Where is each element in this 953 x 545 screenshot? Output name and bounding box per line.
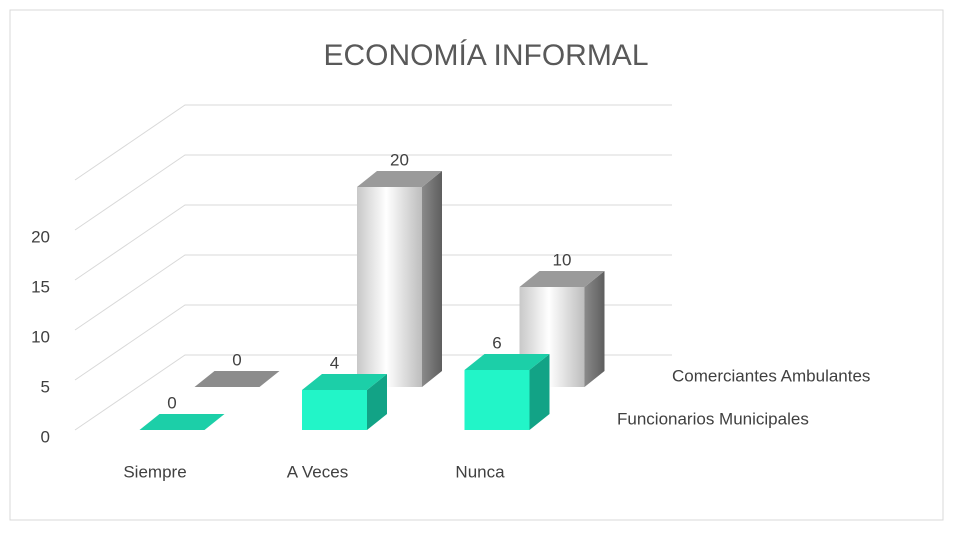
chart-title: ECONOMÍA INFORMAL (323, 39, 648, 72)
bar-side (584, 271, 605, 387)
bar-top (357, 171, 442, 187)
data-label: 6 (492, 333, 501, 352)
y-tick-label: 20 (31, 227, 50, 246)
bar-top (464, 354, 550, 370)
x-tick-label: Nunca (455, 462, 505, 481)
y-tick-label: 5 (41, 377, 50, 396)
bar-top (302, 374, 387, 390)
bar-side (529, 354, 550, 430)
data-label: 20 (390, 150, 409, 169)
data-label: 10 (553, 250, 572, 269)
chart-border (9, 9, 944, 521)
bar-front (302, 390, 367, 430)
legend-label: Comerciantes Ambulantes (672, 366, 870, 385)
data-label: 4 (330, 353, 339, 372)
grid-line (74, 204, 672, 281)
legend-label: Funcionarios Municipales (617, 409, 809, 428)
data-label: 0 (167, 393, 176, 412)
grid-line (74, 304, 672, 381)
x-tick-label: A Veces (287, 462, 348, 481)
grid-line (74, 104, 672, 181)
y-tick-label: 0 (41, 427, 50, 446)
data-label: 0 (232, 350, 241, 369)
y-tick-label: 15 (31, 277, 50, 296)
grid-line (74, 254, 672, 331)
bar-front (464, 370, 530, 430)
bar-front (357, 187, 422, 387)
bar-top (519, 271, 605, 287)
y-tick-label: 10 (31, 327, 50, 346)
bar-top (139, 414, 225, 430)
grid-line (74, 154, 672, 231)
x-tick-label: Siempre (123, 462, 186, 481)
bar-side (367, 374, 387, 430)
bar-top (194, 371, 280, 387)
bar-side (422, 171, 442, 387)
